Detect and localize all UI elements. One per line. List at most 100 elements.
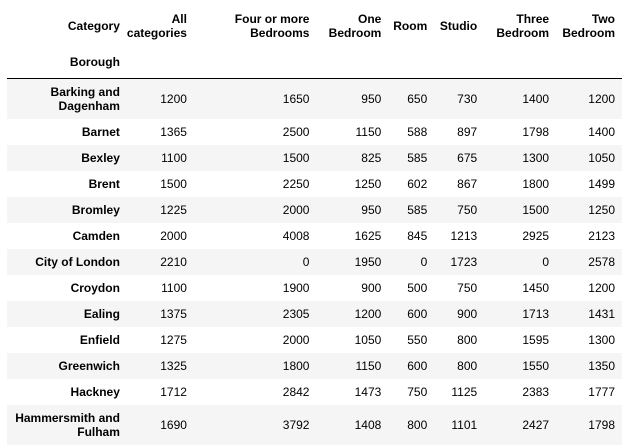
row-label-borough: Croydon [70,280,120,295]
table-row: Bexley 1100 1500 825 585 675 1300 1050 [7,144,622,171]
table-cell: 900 [457,306,478,321]
table-cell: 1101 [451,417,478,432]
table-cell: 950 [361,202,382,217]
table-cell: 1713 [522,306,550,321]
table-cell: 1625 [354,228,382,243]
table-cell: 550 [407,332,428,347]
table-cell: 2000 [282,202,310,217]
table-cell: 0 [542,254,550,269]
table-row: Brent 1500 2250 1250 602 867 1800 1499 [7,171,622,197]
table-cell: 588 [407,124,428,139]
table-row: Ealing 1375 2305 1200 600 900 1713 1431 [7,300,622,327]
table-cell: 1200 [588,91,615,106]
table-cell: 950 [361,91,382,106]
table-cell: 1250 [588,202,615,217]
table-header: Category All categories Four or more Bedro… [7,0,622,79]
table-cell: 1798 [588,417,615,432]
table-row: Camden 2000 4008 1625 845 1213 2925 2123 [7,223,622,249]
index-name-row: Borough [7,52,622,79]
table-cell: 675 [457,150,478,165]
column-header-row: Category All categories Four or more Bedro… [7,0,622,52]
table-cell: 2578 [588,254,615,269]
table-cell: 1100 [161,280,187,295]
table-cell: 1200 [588,280,615,295]
table-cell: 1125 [451,384,478,399]
table-row: City of London 2210 0 1950 0 1723 0 2578 [7,248,622,275]
row-label-borough: Barnet [81,124,120,139]
table-cell: 825 [361,150,382,165]
table-cell: 2000 [282,332,310,347]
table-cell: 1300 [522,150,550,165]
row-label-borough: Hackney [70,384,120,399]
table-cell: 1200 [160,91,187,106]
column-header-three-bedroom: Three Bedroom [496,12,550,40]
table-cell: 800 [407,417,428,432]
table-cell: 1500 [160,176,187,191]
row-label-borough: City of London [35,254,120,269]
column-header-one-bedroom: One Bedroom [328,12,382,40]
table-cell: 845 [407,228,428,243]
table-cell: 2250 [282,176,310,191]
table-cell: 800 [457,358,478,373]
table-row: Hackney 1712 2842 1473 750 1125 2383 1777 [7,379,622,405]
table-cell: 1800 [282,358,310,373]
table-cell: 2123 [588,228,615,243]
row-label-borough: Bexley [81,150,120,165]
table-cell: 0 [302,254,310,269]
table-cell: 1225 [160,202,187,217]
table-cell: 600 [407,306,428,321]
table-cell: 1500 [522,202,550,217]
table-cell: 1150 [355,124,382,139]
table-cell: 1712 [160,384,187,399]
table-cell: 1400 [522,91,550,106]
table-cell: 750 [457,202,478,217]
table-cell: 1375 [160,306,187,321]
table-cell: 1777 [588,384,615,399]
row-label-borough: Camden [72,228,120,243]
column-header-two-bedroom: Two Bedroom [562,12,615,40]
table-row: Hammersmith and Fulham 1690 3792 1408 800 1101… [7,404,622,445]
table-cell: 0 [420,254,428,269]
dataframe-table: Category All categories Four or more Bedro… [7,0,622,445]
table-cell: 897 [457,124,478,139]
table-cell: 1400 [588,124,615,139]
table-cell: 1595 [522,332,550,347]
table-cell: 1275 [160,332,187,347]
table-cell: 1500 [282,150,310,165]
table-cell: 1900 [282,280,310,295]
table-cell: 1325 [160,358,187,373]
table-cell: 2000 [160,228,187,243]
table-row: Barking and Dagenham 1200 1650 950 650 730 1400… [7,78,622,119]
table-cell: 1350 [588,358,615,373]
table-cell: 1200 [354,306,382,321]
table-cell: 1473 [354,384,382,399]
table-cell: 1450 [522,280,550,295]
table-cell: 1690 [160,417,187,432]
table-cell: 1250 [354,176,382,191]
table-cell: 602 [407,176,428,191]
table-cell: 750 [457,280,478,295]
table-cell: 2500 [282,124,310,139]
table-cell: 3792 [282,417,310,432]
table-row: Greenwich 1325 1800 1150 600 800 1550 1350 [7,352,622,379]
row-label-borough: Enfield [79,332,120,347]
row-label-borough: Barking and Dagenham [50,84,120,113]
column-header-room: Room [393,19,428,33]
table-cell: 585 [407,150,428,165]
table-cell: 1150 [355,358,382,373]
column-header-studio: Studio [439,19,478,33]
table-body: Barking and Dagenham 1200 1650 950 650 730 1400… [7,78,622,445]
table-cell: 1300 [588,332,615,347]
table-cell: 1050 [588,150,615,165]
table-cell: 800 [457,332,478,347]
table-cell: 730 [457,91,478,106]
row-label-borough: Hammersmith and Fulham [15,410,120,439]
table-cell: 2210 [160,254,187,269]
table-cell: 900 [361,280,382,295]
column-header-four-or-more-bedrooms: Four or more Bedrooms [234,12,310,40]
row-label-borough: Ealing [83,306,120,321]
table-row: Enfield 1275 2000 1050 550 800 1595 1300 [7,327,622,353]
table-cell: 1550 [522,358,550,373]
table-cell: 1213 [450,228,478,243]
table-cell: 2925 [522,228,550,243]
